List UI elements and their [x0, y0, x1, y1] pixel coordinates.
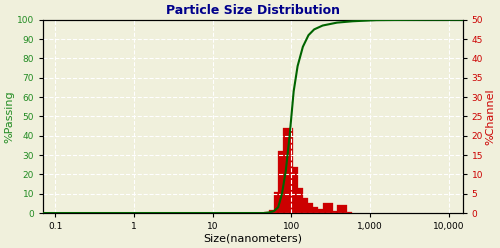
Bar: [283, 128, 293, 213]
Bar: [293, 188, 303, 213]
Bar: [278, 151, 288, 213]
Bar: [264, 212, 274, 213]
Bar: [288, 167, 298, 213]
Y-axis label: %Channel: %Channel: [486, 88, 496, 145]
X-axis label: Size(nanometers): Size(nanometers): [204, 234, 302, 244]
Bar: [298, 198, 308, 213]
Bar: [342, 212, 352, 213]
Bar: [308, 207, 318, 213]
Bar: [303, 203, 313, 213]
Bar: [318, 211, 328, 213]
Bar: [338, 205, 347, 213]
Bar: [322, 203, 332, 213]
Title: Particle Size Distribution: Particle Size Distribution: [166, 4, 340, 17]
Bar: [268, 210, 278, 213]
Bar: [313, 209, 323, 213]
Bar: [328, 211, 338, 213]
Bar: [332, 212, 342, 213]
Bar: [274, 192, 284, 213]
Y-axis label: %Passing: %Passing: [4, 90, 14, 143]
